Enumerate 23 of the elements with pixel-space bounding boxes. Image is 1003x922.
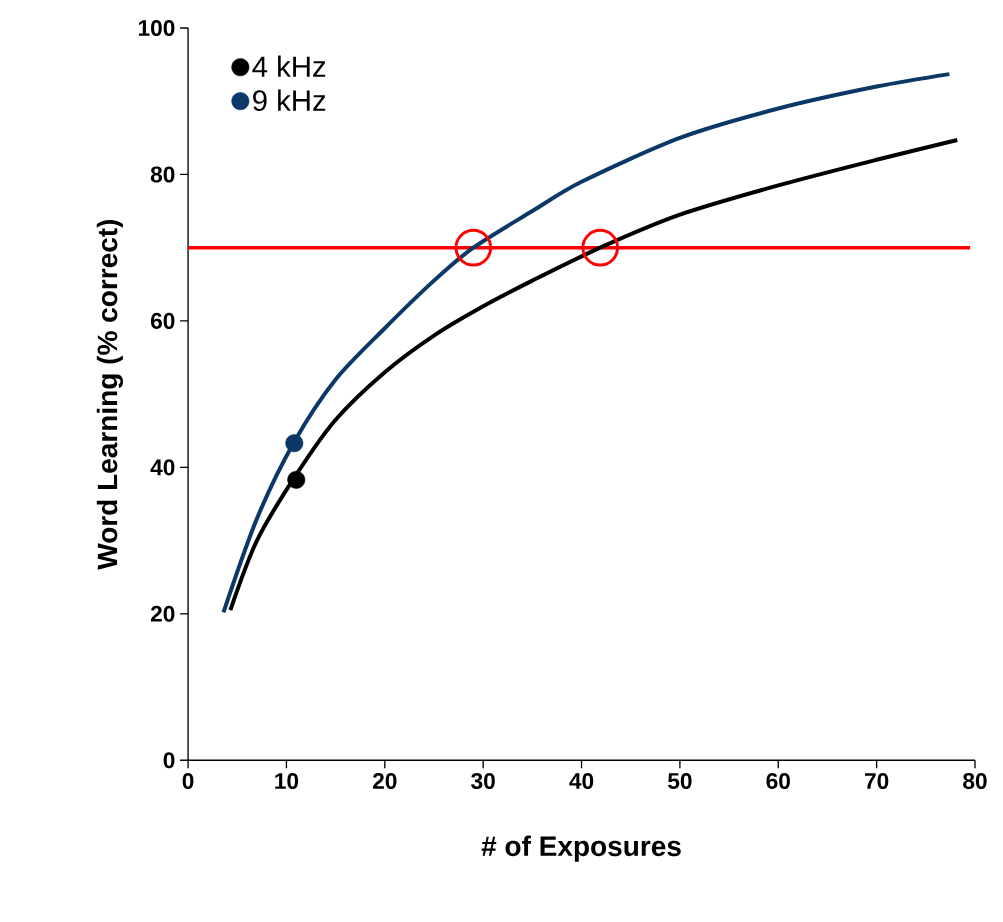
y-tick-label: 40 (150, 459, 175, 476)
y-tick-label: 80 (150, 166, 175, 183)
point (581, 229, 620, 267)
x-tick-label: 40 (569, 773, 594, 790)
legend-label: 9 kHz (253, 89, 326, 112)
x-axis-title: # of Exposures (481, 835, 681, 862)
y-tick-label: 20 (150, 605, 175, 623)
y-axis-title: Word Learning (% correct) (96, 220, 124, 570)
x-tick-label: 30 (471, 773, 495, 790)
point (454, 229, 493, 267)
x-tick-label: 0 (182, 773, 194, 790)
y-tick-label: 60 (150, 313, 175, 330)
x-tick-label: 20 (372, 773, 397, 790)
x-tick-label: 80 (963, 773, 987, 790)
x-tick-label: 10 (275, 773, 299, 790)
point (285, 434, 304, 453)
y-tick-label: 100 (138, 20, 175, 37)
x-tick-label: 70 (865, 773, 889, 790)
point (287, 471, 306, 489)
legend-label: 4 kHz (252, 55, 326, 78)
x-tick-label: 50 (667, 773, 692, 790)
x-tick-label: 60 (766, 773, 790, 790)
y-tick-label: 0 (163, 752, 175, 769)
